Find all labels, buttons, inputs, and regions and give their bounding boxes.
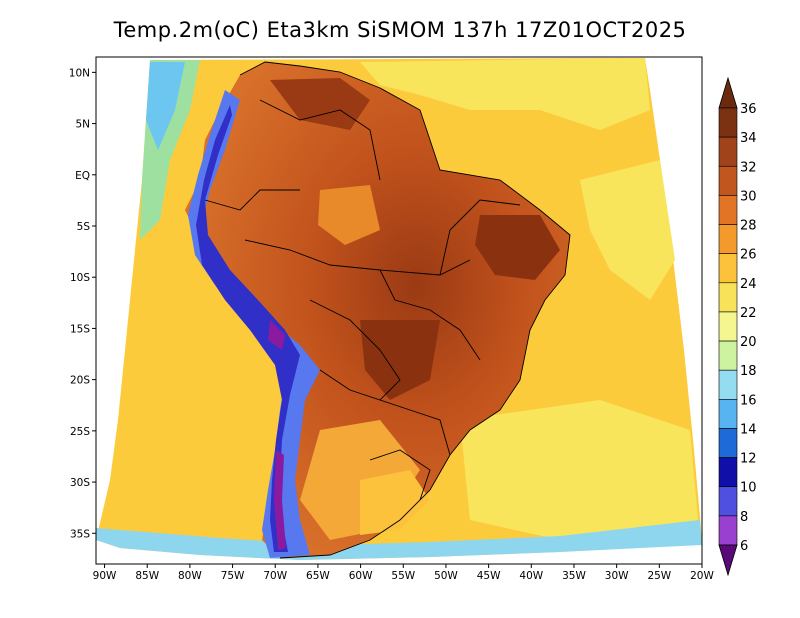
colorbar-label: 22 <box>740 306 757 321</box>
lat-tick-label: 5N <box>75 119 90 131</box>
colorbar-label: 36 <box>740 102 757 117</box>
colorbar-band <box>718 515 738 546</box>
colorbar-label: 26 <box>740 248 757 263</box>
colorbar-band <box>718 107 738 138</box>
lat-tick-label: 15S <box>70 323 90 335</box>
colorbar-label: 28 <box>740 219 757 234</box>
lon-tick-label: 55W <box>391 570 415 582</box>
andes-coldest-core <box>196 105 300 552</box>
lat-tick-label: 5S <box>77 221 91 233</box>
colorbar-band <box>718 136 738 167</box>
plot-frame <box>95 56 703 565</box>
map-title: Temp.2m(oC) Eta3km SiSMOM 137h 17Z01OCT2… <box>113 18 687 42</box>
colorbar-top-arrow <box>718 76 738 109</box>
ocean-cool-north <box>360 58 650 130</box>
lon-tick-label: 30W <box>605 570 629 582</box>
country-borders <box>204 61 571 559</box>
lat-tick-label: 30S <box>70 477 90 489</box>
lon-tick-label: 40W <box>519 570 543 582</box>
colorbar-label: 24 <box>740 277 757 292</box>
colorbar-label: 18 <box>740 364 757 379</box>
lon-tick-label: 60W <box>349 570 373 582</box>
colorbar-band <box>718 253 738 284</box>
lon-tick-label: 45W <box>477 570 501 582</box>
colorbar-label: 8 <box>740 510 748 525</box>
colorbar-label: 12 <box>740 452 757 467</box>
colorbar-label: 32 <box>740 160 757 175</box>
colorbar-bottom-arrow <box>718 544 738 577</box>
latitude-axis: 10N 5N EQ 5S 10S 15S 20S 25S 30S 35S <box>69 67 96 540</box>
colorbar-label: 34 <box>740 131 757 146</box>
colorbar-band <box>718 165 738 196</box>
colorbar-band <box>718 369 738 400</box>
colorbar: 36 34 32 30 28 26 24 22 20 18 16 14 12 10 8 6 <box>718 76 757 577</box>
lat-tick-label: 10S <box>70 272 90 284</box>
lon-tick-label: 65W <box>306 570 330 582</box>
colorbar-band <box>718 428 738 458</box>
colorbar-band <box>718 486 738 517</box>
lat-tick-label: 10N <box>69 67 90 79</box>
longitude-axis: 90W 85W 80W 75W 70W 65W 60W 55W 50W 45W 40W 35W 30W 2… <box>93 564 714 582</box>
colorbar-band <box>718 311 738 342</box>
lon-tick-label: 90W <box>93 570 117 582</box>
ocean-cool-south <box>460 400 698 540</box>
andes-purple-core <box>268 320 286 550</box>
lon-tick-label: 85W <box>135 570 159 582</box>
colorbar-band <box>718 224 738 254</box>
lat-tick-label: 25S <box>70 426 90 438</box>
colorbar-label: 14 <box>740 422 757 437</box>
colorbar-label: 10 <box>740 481 757 496</box>
warm-patch-amazon <box>318 185 380 245</box>
ocean-cold-south <box>96 520 702 560</box>
mild-patch-plata <box>360 470 430 535</box>
colorbar-label: 6 <box>740 539 748 554</box>
lon-tick-label: 35W <box>562 570 586 582</box>
map-plot-area <box>96 58 702 560</box>
heat-core-northeast <box>475 215 560 280</box>
lat-tick-label: 20S <box>70 375 90 387</box>
lon-tick-label: 70W <box>263 570 287 582</box>
colorbar-band <box>718 195 738 225</box>
colorbar-band <box>718 282 738 313</box>
lon-tick-label: 20W <box>690 570 714 582</box>
ocean-cold-nw <box>146 62 185 150</box>
lon-tick-label: 80W <box>178 570 202 582</box>
colorbar-band <box>718 340 738 371</box>
lat-tick-label: EQ <box>75 170 90 182</box>
lon-tick-label: 25W <box>647 570 671 582</box>
lon-tick-label: 75W <box>221 570 245 582</box>
heat-core-north <box>270 78 370 130</box>
lon-tick-label: 50W <box>434 570 458 582</box>
colorbar-band <box>718 399 738 429</box>
heat-core-central <box>360 320 440 400</box>
colorbar-band <box>718 457 738 488</box>
lat-tick-label: 35S <box>70 528 90 540</box>
colorbar-label: 16 <box>740 393 757 408</box>
colorbar-label: 30 <box>740 189 757 204</box>
colorbar-label: 20 <box>740 335 757 350</box>
ocean-cool-east <box>580 160 675 300</box>
